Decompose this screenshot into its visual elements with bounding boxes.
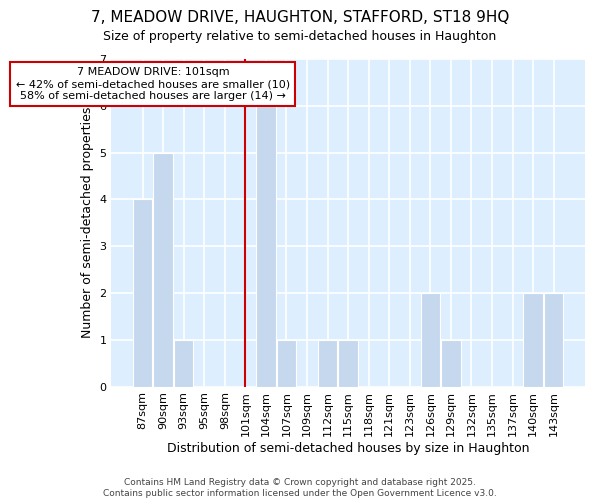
Text: Size of property relative to semi-detached houses in Haughton: Size of property relative to semi-detach… (103, 30, 497, 43)
Bar (133, 200, 152, 386)
Bar (154, 152, 173, 386)
Bar (338, 340, 358, 386)
Bar (523, 293, 543, 386)
Bar (421, 293, 440, 386)
Bar (277, 340, 296, 386)
Text: 7 MEADOW DRIVE: 101sqm
← 42% of semi-detached houses are smaller (10)
58% of sem: 7 MEADOW DRIVE: 101sqm ← 42% of semi-det… (16, 68, 290, 100)
Bar (256, 106, 275, 386)
Bar (544, 293, 563, 386)
Text: 7, MEADOW DRIVE, HAUGHTON, STAFFORD, ST18 9HQ: 7, MEADOW DRIVE, HAUGHTON, STAFFORD, ST1… (91, 10, 509, 25)
Y-axis label: Number of semi-detached properties: Number of semi-detached properties (81, 107, 94, 338)
X-axis label: Distribution of semi-detached houses by size in Haughton: Distribution of semi-detached houses by … (167, 442, 529, 455)
Bar (441, 340, 461, 386)
Bar (318, 340, 337, 386)
Bar (174, 340, 193, 386)
Text: Contains HM Land Registry data © Crown copyright and database right 2025.
Contai: Contains HM Land Registry data © Crown c… (103, 478, 497, 498)
